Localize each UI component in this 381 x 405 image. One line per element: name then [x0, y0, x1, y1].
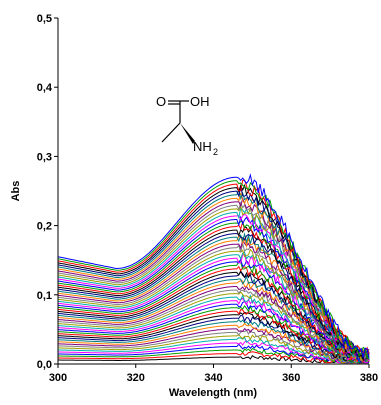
- spectrum-line: [58, 334, 370, 364]
- spectrum-line: [57, 280, 370, 364]
- spectrum-line: [57, 243, 370, 363]
- spectrum-line: [57, 322, 370, 364]
- x-tick-label: 300: [49, 372, 67, 384]
- alanine-structure-icon: O OH NH 2: [156, 94, 218, 157]
- atom-o: O: [156, 94, 166, 109]
- spectrum-line: [57, 226, 370, 360]
- spectrum-line: [57, 311, 370, 364]
- x-tick-label: 360: [282, 372, 300, 384]
- y-tick-label: 0,3: [37, 151, 52, 163]
- spectrum-line: [57, 305, 369, 364]
- spectrum-line: [57, 183, 370, 362]
- x-tick-label: 380: [360, 372, 378, 384]
- spectra-lines: [57, 173, 370, 365]
- wedge-bond: [180, 123, 195, 144]
- spectrum-line: [57, 314, 370, 364]
- spectrum-line: [57, 201, 370, 360]
- spectrum-line: [57, 265, 370, 363]
- x-ticks: 300 320 340 360 380: [49, 364, 378, 384]
- spectrum-line: [57, 220, 370, 363]
- y-ticks: 0,0 0,1 0,2 0,3 0,4 0,5: [37, 13, 58, 371]
- atom-nh-subscript: 2: [213, 147, 218, 157]
- y-tick-label: 0,0: [37, 359, 52, 371]
- atom-nh: NH: [193, 139, 212, 154]
- atom-oh: OH: [190, 94, 210, 109]
- x-tick-label: 320: [127, 372, 145, 384]
- spectrum-line: [57, 233, 370, 359]
- y-tick-label: 0,1: [37, 290, 52, 302]
- x-axis-label: Wavelength (nm): [169, 387, 258, 399]
- spectrum-line: [57, 173, 370, 358]
- bond-c-ch3: [161, 122, 181, 143]
- spectrum-line: [57, 269, 370, 360]
- spectrum-line: [57, 238, 370, 359]
- spectrum-line: [57, 294, 370, 363]
- y-tick-label: 0,2: [37, 221, 52, 233]
- spectrum-line: [57, 291, 370, 363]
- spectrum-line: [57, 207, 370, 359]
- spectrum-line: [57, 297, 370, 364]
- spectrum-line: [57, 180, 370, 360]
- spectrum-line: [57, 196, 370, 361]
- spectrum-line: [58, 354, 369, 364]
- x-tick-label: 340: [204, 372, 222, 384]
- y-axis-label: Abs: [10, 181, 22, 202]
- spectrum-line: [57, 340, 370, 364]
- y-tick-label: 0,5: [37, 13, 52, 25]
- y-tick-label: 0,4: [37, 82, 53, 94]
- spectrum-line: [57, 271, 370, 364]
- spectrum-line: [57, 251, 370, 363]
- spectrum-line: [58, 351, 369, 364]
- spectrum-line: [58, 329, 370, 364]
- spectrum-line: [57, 274, 370, 364]
- spectrum-line: [58, 343, 370, 364]
